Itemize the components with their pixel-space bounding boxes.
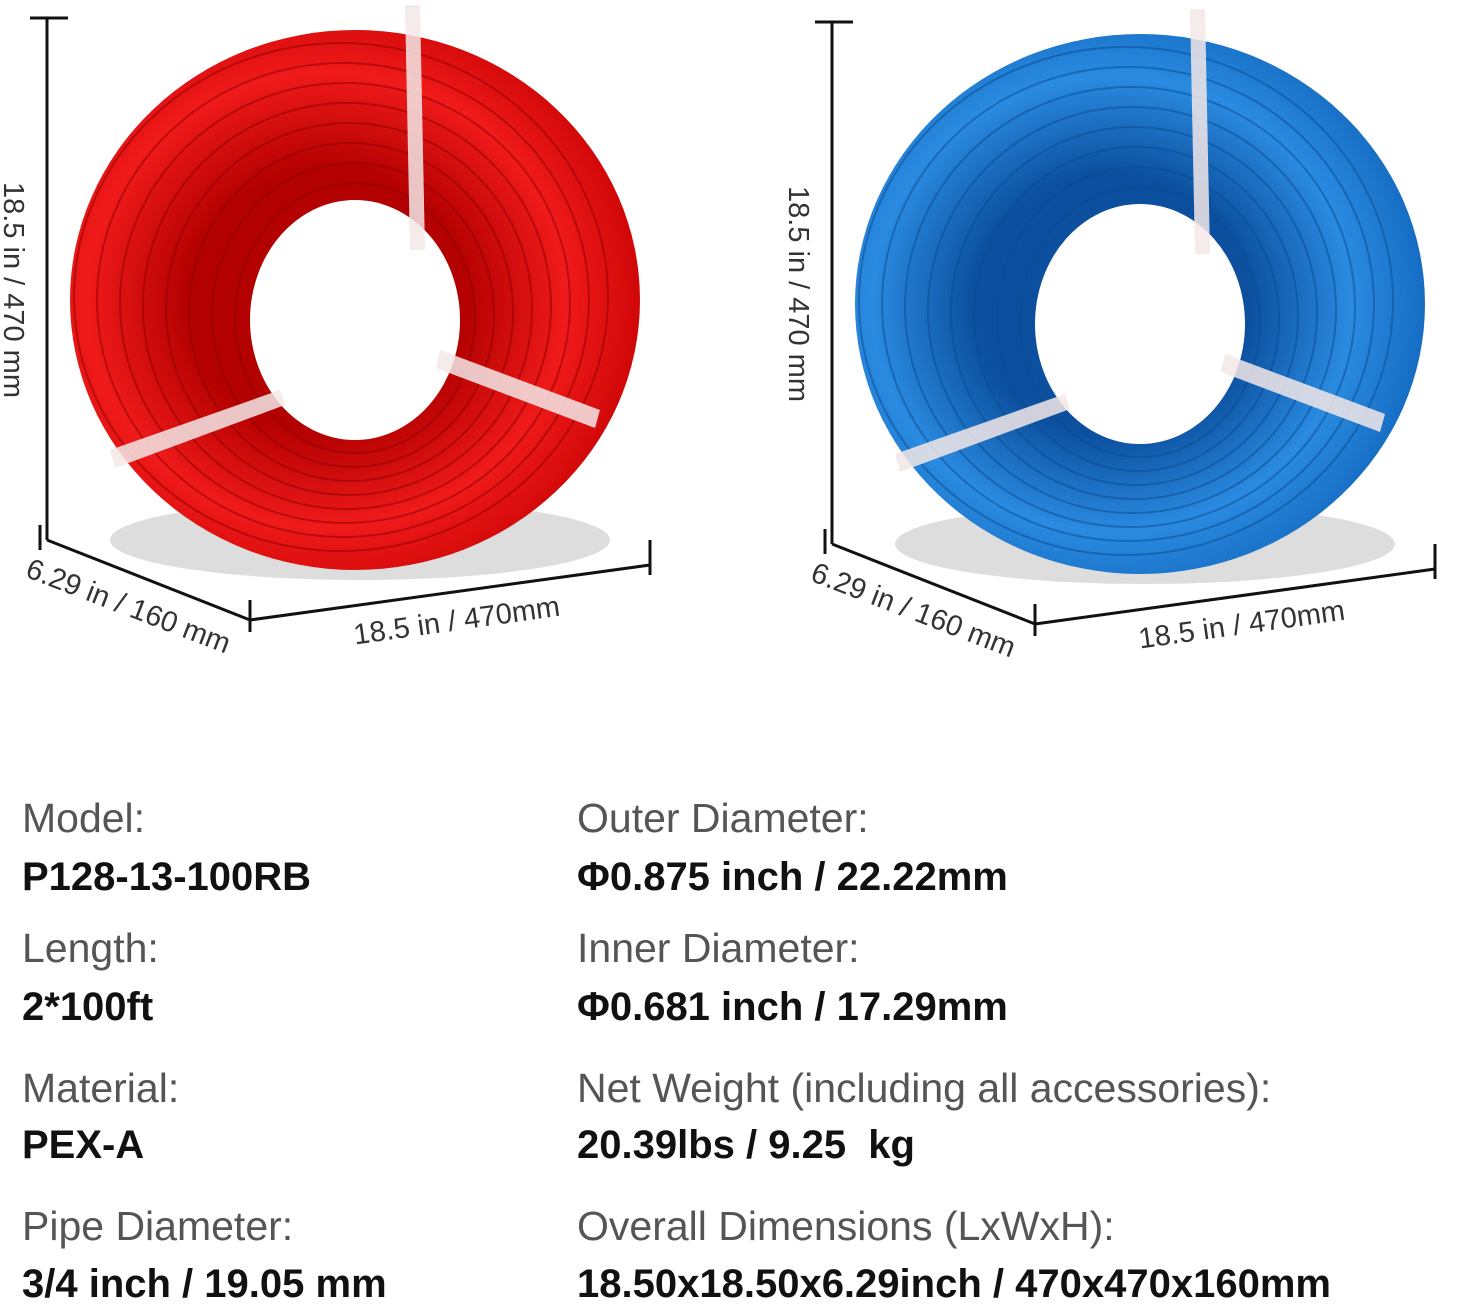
tie [436, 350, 600, 428]
spec-value: 3/4 inch / 19.05 mm [22, 1262, 387, 1306]
spec-label: Inner Diameter: [577, 925, 860, 971]
spec-value: 20.39lbs / 9.25 kg [577, 1123, 915, 1167]
tie [110, 390, 285, 468]
spec-label: Model: [22, 795, 146, 841]
width-label: 18.5 in / 470mm [352, 591, 562, 652]
coil-body [855, 34, 1425, 574]
tie [1190, 9, 1210, 254]
coils-figure: 18.5 in / 470 mm6.29 in / 160 mm 18.5 in … [0, 5, 1437, 664]
spec-value: Φ0.681 inch / 17.29mm [577, 985, 1008, 1029]
spec-label: Length: [22, 925, 159, 971]
tie [895, 394, 1070, 472]
coil-body [70, 30, 640, 570]
dimension-line [249, 563, 651, 622]
coil-groove [973, 146, 1299, 486]
spec-value: 2*100ft [22, 985, 154, 1029]
dimension-line [46, 538, 251, 622]
spec-label: Pipe Diameter: [22, 1203, 294, 1249]
coil-groove [858, 46, 1394, 556]
spec-value: PEX-A [22, 1123, 145, 1167]
coil-groove [950, 126, 1318, 500]
width-label: 18.5 in / 470mm [1137, 595, 1347, 656]
red-coil: 18.5 in / 470 mm6.29 in / 160 mm 18.5 in … [0, 5, 652, 660]
spec-label: Overall Dimensions (LxWxH): [577, 1203, 1115, 1249]
spec-value: P128-13-100RB [22, 855, 312, 899]
coil-groove [142, 102, 552, 510]
coil-groove [188, 142, 514, 482]
spec-label: Material: [22, 1065, 180, 1111]
coil-groove [996, 166, 1280, 472]
coil-groove [1019, 186, 1261, 458]
coil-groove [73, 42, 609, 552]
coil-groove [904, 86, 1356, 528]
coil-groove [119, 82, 571, 524]
coil-groove [165, 122, 533, 496]
dimension-line [831, 542, 1036, 626]
blue-coil: 18.5 in / 470 mm6.29 in / 160 mm 18.5 in … [782, 9, 1437, 664]
spec-label: Outer Diameter: [577, 795, 869, 841]
spec-value: 18.50x18.50x6.29inch / 470x470x160mm [577, 1262, 1331, 1306]
coil-groove [96, 62, 590, 538]
spec-label: Net Weight (including all accessories): [577, 1065, 1272, 1111]
coil-groove [927, 106, 1337, 514]
height-label: 18.5 in / 470 mm [0, 182, 29, 398]
coil-groove [234, 182, 476, 454]
tie [1221, 354, 1385, 432]
spec-value: Φ0.875 inch / 22.22mm [577, 855, 1008, 899]
tie [405, 5, 425, 250]
dimension-line [1034, 567, 1436, 626]
coil-groove [211, 162, 495, 468]
coil-groove [881, 66, 1375, 542]
height-label: 18.5 in / 470 mm [782, 186, 814, 402]
